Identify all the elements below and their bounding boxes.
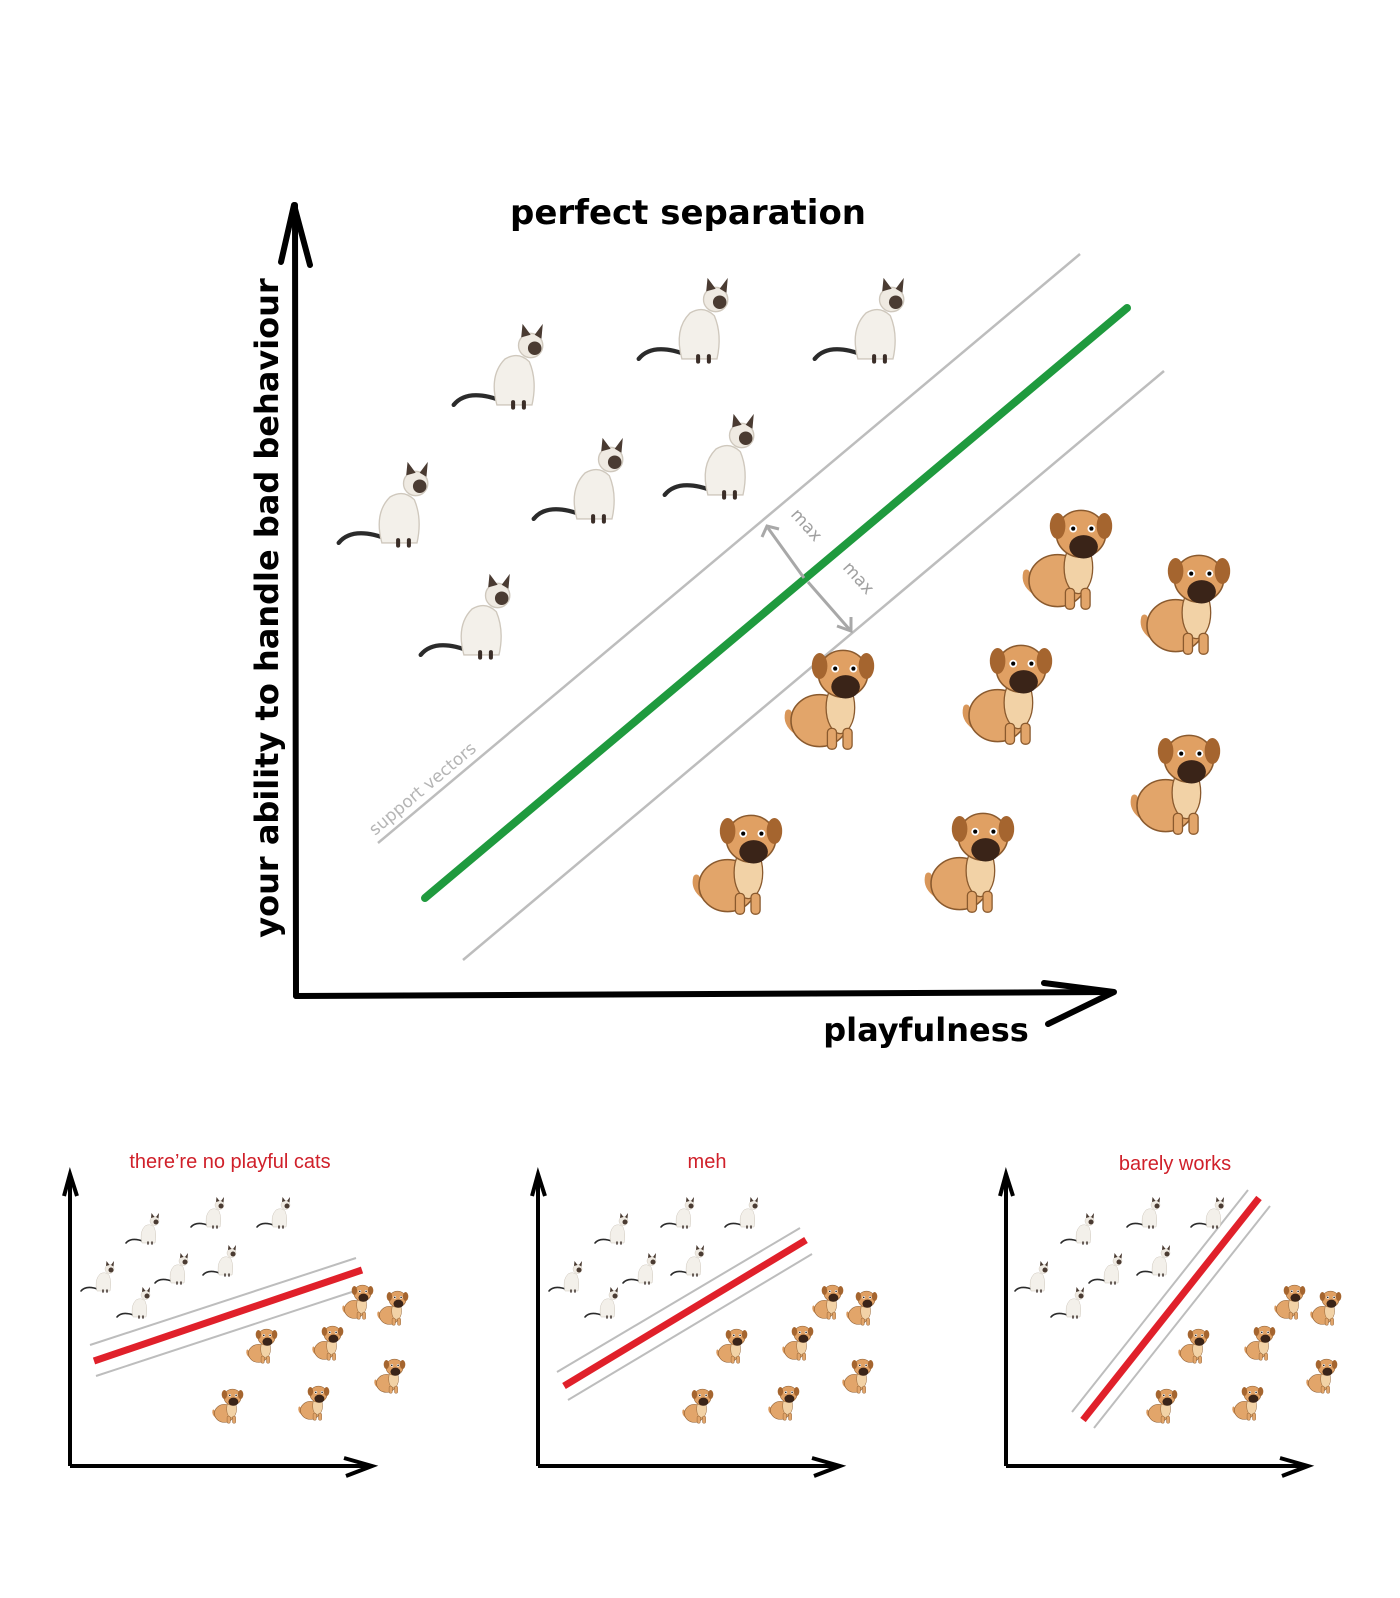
cat-icon (1136, 1244, 1171, 1277)
cat-icon (1088, 1252, 1123, 1285)
dog-icon (1144, 555, 1230, 654)
dog-group (696, 510, 1230, 914)
cat-icon (1190, 1196, 1225, 1229)
dog-icon (1232, 1384, 1265, 1422)
panel-hyperplane (1080, 1195, 1262, 1423)
panel-y-arrowhead (62, 1166, 79, 1197)
panel-title: barely works (1119, 1153, 1231, 1175)
panel-x-arrowhead (811, 1456, 847, 1478)
panel-hyperplane (92, 1266, 364, 1365)
cat-icon (639, 278, 728, 362)
margin-label-lower: max (838, 558, 878, 599)
panel-2: meh (530, 1151, 879, 1478)
cat-icon (202, 1244, 237, 1277)
cat-icon (190, 1196, 225, 1229)
margin-arrows (760, 524, 853, 634)
dog-icon (246, 1327, 279, 1365)
panel-y-arrowhead (530, 1166, 547, 1197)
dog-icon (966, 645, 1052, 744)
dog-icon (716, 1327, 749, 1365)
cat-icon (660, 1196, 695, 1229)
dog-icon (782, 1324, 815, 1362)
y-axis-arrowhead (278, 202, 313, 268)
dog-icon (298, 1384, 331, 1422)
cat-icon (80, 1260, 115, 1293)
dog-icon (377, 1289, 410, 1327)
cat-icon (1060, 1212, 1095, 1245)
panel-margin-line (556, 1227, 801, 1373)
dog-icon (1310, 1289, 1343, 1327)
cat-icon (1014, 1260, 1049, 1293)
x-axis-arrowhead (1041, 980, 1117, 1027)
cat-group (339, 278, 904, 658)
panel-margin-line (1071, 1189, 1249, 1413)
cat-icon (670, 1244, 705, 1277)
cat-icon (125, 1212, 160, 1245)
panel-dogs (682, 1283, 879, 1425)
dog-icon (312, 1324, 345, 1362)
dog-icon (846, 1289, 879, 1327)
dog-icon (1178, 1327, 1211, 1365)
cat-icon (584, 1286, 619, 1319)
y-axis-label: your ability to handle bad behaviour (248, 278, 286, 938)
dog-icon (374, 1357, 407, 1395)
dog-icon (1306, 1357, 1339, 1395)
dog-icon (768, 1384, 801, 1422)
dog-icon (1026, 510, 1112, 609)
dog-icon (842, 1357, 875, 1395)
panel-x-arrowhead (1279, 1456, 1315, 1478)
dog-icon (928, 813, 1014, 912)
cat-icon (421, 574, 510, 658)
cat-icon (594, 1212, 629, 1245)
cat-icon (154, 1252, 189, 1285)
x-axis-label: playfulness (823, 1011, 1029, 1049)
dog-icon (1274, 1283, 1307, 1321)
support-vectors-label: support vectors (365, 739, 480, 840)
panel-cats (80, 1196, 291, 1319)
cat-icon (548, 1260, 583, 1293)
cat-icon (454, 324, 543, 408)
panel-margin-line (567, 1253, 813, 1401)
cat-icon (116, 1286, 151, 1319)
panel-title: meh (688, 1151, 727, 1173)
dog-icon (1146, 1387, 1179, 1425)
panel-x-arrowhead (343, 1456, 379, 1478)
y-axis (292, 202, 299, 999)
upper-margin-line (377, 253, 1081, 844)
dog-icon (1244, 1324, 1277, 1362)
panel-cats (548, 1196, 759, 1319)
cat-icon (534, 438, 623, 522)
main-chart: perfect separation playfulness your abil… (248, 193, 1230, 1049)
dog-icon (682, 1387, 715, 1425)
cat-icon (622, 1252, 657, 1285)
panel-cats (1014, 1196, 1225, 1319)
separating-hyperplane (421, 304, 1131, 902)
dog-icon (812, 1283, 845, 1321)
cat-icon (815, 278, 904, 362)
cat-icon (724, 1196, 759, 1229)
panel-3: barely works (998, 1153, 1343, 1478)
main-title: perfect separation (510, 193, 866, 233)
panel-1: there’re no playful cats (62, 1151, 410, 1478)
panel-margin-line (95, 1287, 365, 1377)
dog-icon (342, 1283, 375, 1321)
panel-y-arrowhead (998, 1166, 1015, 1197)
cat-icon (1126, 1196, 1161, 1229)
margin-label-upper: max (786, 505, 826, 546)
panel-margin-line (89, 1257, 357, 1346)
panel-margin-line (1093, 1205, 1271, 1429)
dog-icon (212, 1387, 245, 1425)
cat-icon (1050, 1286, 1085, 1319)
dog-icon (1134, 735, 1220, 834)
cat-icon (339, 462, 428, 546)
cat-icon (665, 414, 754, 498)
panel-hyperplane (562, 1237, 808, 1389)
cat-icon (256, 1196, 291, 1229)
dog-icon (788, 650, 874, 749)
x-axis (293, 989, 1115, 999)
dog-icon (696, 815, 782, 914)
panel-title: there’re no playful cats (129, 1151, 330, 1173)
